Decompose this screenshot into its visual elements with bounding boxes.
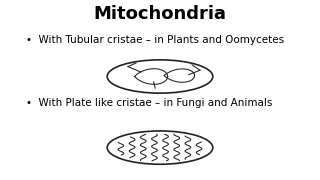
Text: Mitochondria: Mitochondria <box>93 5 227 23</box>
Text: •  With Tubular cristae – in Plants and Oomycetes: • With Tubular cristae – in Plants and O… <box>26 35 284 45</box>
Text: •  With Plate like cristae – in Fungi and Animals: • With Plate like cristae – in Fungi and… <box>26 98 272 109</box>
Ellipse shape <box>107 131 213 164</box>
Ellipse shape <box>107 60 213 93</box>
